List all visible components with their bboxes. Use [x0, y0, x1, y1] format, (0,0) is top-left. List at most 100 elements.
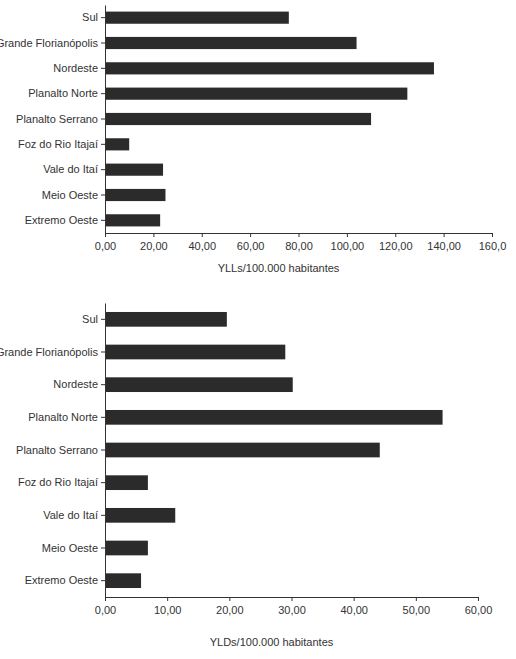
- tick: Nordeste: [53, 378, 105, 390]
- tick: Sul: [82, 11, 105, 23]
- tick-label: Meio Oeste: [42, 189, 98, 201]
- tick: Grande Florianópolis: [0, 346, 105, 358]
- y-axis: Sul Grande Florianópolis Nordeste Planalto …: [0, 304, 106, 598]
- tick: 100,00: [331, 233, 365, 252]
- tick-label: Planalto Serrano: [16, 113, 98, 125]
- tick: 40,00: [188, 233, 216, 252]
- tick-label: Planalto Norte: [28, 87, 98, 99]
- axis-line: [105, 6, 106, 234]
- tick: Nordeste: [53, 62, 105, 74]
- tick-label: Grande Florianópolis: [0, 37, 98, 49]
- tick-label: Sul: [82, 313, 98, 325]
- tick-label: 120,00: [379, 240, 413, 252]
- tick: 60,00: [237, 233, 265, 252]
- tick-label: 60,00: [237, 240, 265, 252]
- bar: [105, 189, 165, 201]
- tick-label: 0,00: [95, 604, 116, 616]
- axis-title: YLDs/100.000 habitantes: [210, 636, 334, 648]
- tick: Planalto Norte: [28, 87, 105, 99]
- bar: [105, 443, 380, 458]
- bar: [105, 214, 160, 226]
- bar: [105, 410, 443, 425]
- tick-mark: [101, 220, 105, 221]
- tick: Grande Florianópolis: [0, 37, 105, 49]
- bars: [105, 312, 443, 588]
- bar: [105, 508, 175, 523]
- tick-label: Vale do Itaí: [43, 509, 98, 521]
- tick: Planalto Norte: [28, 411, 105, 423]
- tick: Planalto Serrano: [16, 444, 105, 456]
- tick-mark: [101, 144, 105, 145]
- tick-label: Meio Oeste: [42, 542, 98, 554]
- tick-mark: [354, 597, 355, 601]
- tick: Planalto Serrano: [16, 113, 105, 125]
- tick-label: Nordeste: [53, 378, 98, 390]
- bar: [105, 312, 227, 327]
- axis-line: [105, 304, 106, 598]
- tick-mark: [101, 119, 105, 120]
- tick-mark: [347, 233, 348, 237]
- tick: Sul: [82, 313, 105, 325]
- tick-label: Vale do Itaí: [43, 163, 98, 175]
- tick-mark: [478, 597, 479, 601]
- tick-label: Grande Florianópolis: [0, 346, 98, 358]
- tick: 50,00: [403, 597, 431, 616]
- tick: Foz do Rio Itajaí: [18, 476, 105, 488]
- tick-label: 40,00: [340, 604, 368, 616]
- tick: Meio Oeste: [42, 189, 105, 201]
- bar: [105, 345, 285, 360]
- bar: [105, 12, 289, 24]
- tick: Foz do Rio Itajaí: [18, 138, 105, 150]
- tick-label: 0,00: [95, 240, 116, 252]
- tick-mark: [444, 233, 445, 237]
- bar: [105, 88, 407, 100]
- tick-mark: [229, 597, 230, 601]
- y-axis: Sul Grande Florianópolis Nordeste Planalto …: [0, 6, 106, 234]
- bar: [105, 138, 129, 150]
- tick-label: Foz do Rio Itajaí: [18, 476, 98, 488]
- tick-label: Nordeste: [53, 62, 98, 74]
- tick: Extremo Oeste: [25, 214, 105, 226]
- tick-mark: [101, 417, 105, 418]
- bar: [105, 475, 148, 490]
- x-axis: 0,00 20,00 40,00 60,00 80,00 100,00 120,00 140,…: [95, 233, 506, 252]
- tick-label: Planalto Serrano: [16, 444, 98, 456]
- tick-label: 160,0: [479, 240, 507, 252]
- tick-mark: [101, 195, 105, 196]
- figure: 0,00 20,00 40,00 60,00 80,00 100,00 120,00 140,…: [0, 0, 516, 659]
- tick-mark: [250, 233, 251, 237]
- tick: Vale do Itaí: [43, 509, 105, 521]
- bar: [105, 377, 293, 392]
- tick: Extremo Oeste: [25, 574, 105, 586]
- chart-panel: 0,00 20,00 40,00 60,00 80,00 100,00 120,00 140,…: [0, 6, 506, 275]
- tick-label: 100,00: [331, 240, 365, 252]
- tick-label: Foz do Rio Itajaí: [18, 138, 98, 150]
- tick-label: 20,00: [216, 604, 244, 616]
- tick-label: 80,00: [285, 240, 313, 252]
- tick-label: 60,00: [465, 604, 493, 616]
- tick-label: Sul: [82, 11, 98, 23]
- x-axis: 0,0010,0020,0030,0040,0050,0060,00: [95, 597, 492, 616]
- tick-mark: [101, 169, 105, 170]
- tick: 120,00: [379, 233, 413, 252]
- tick-label: 20,00: [140, 240, 168, 252]
- bar: [105, 573, 141, 588]
- axis-title: YLLs/100.000 habitantes: [218, 262, 340, 274]
- tick-mark: [101, 68, 105, 69]
- tick-label: 140,00: [427, 240, 461, 252]
- tick-label: 50,00: [403, 604, 431, 616]
- tick: 30,00: [278, 597, 306, 616]
- tick-label: Extremo Oeste: [25, 214, 98, 226]
- bar: [105, 113, 371, 125]
- tick-mark: [101, 43, 105, 44]
- tick-label: 40,00: [188, 240, 216, 252]
- tick-mark: [101, 352, 105, 353]
- tick-mark: [105, 233, 106, 237]
- tick-mark: [105, 597, 106, 601]
- tick-label: Extremo Oeste: [25, 574, 98, 586]
- tick-mark: [299, 233, 300, 237]
- tick: 60,00: [465, 597, 493, 616]
- tick-mark: [101, 93, 105, 94]
- bar: [105, 541, 148, 556]
- tick-mark: [202, 233, 203, 237]
